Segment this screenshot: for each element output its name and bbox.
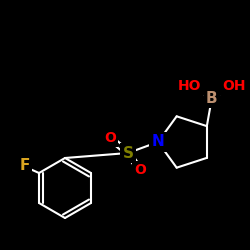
Text: F: F [20,158,30,172]
Text: S: S [122,146,134,160]
Text: HO: HO [178,79,202,93]
Text: B: B [206,91,218,106]
Text: O: O [104,131,116,145]
Text: O: O [134,163,146,177]
Text: OH: OH [222,79,246,93]
Text: N: N [152,134,164,150]
